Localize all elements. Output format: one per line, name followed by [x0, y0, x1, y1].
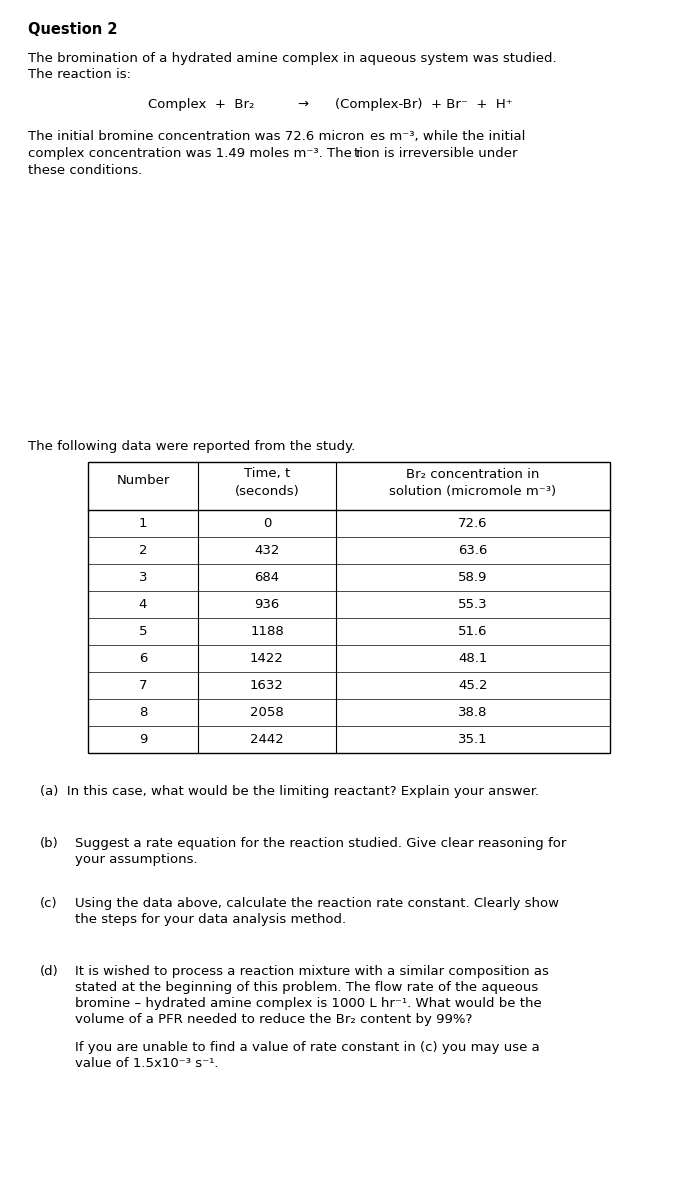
- Text: (a)  In this case, what would be the limiting reactant? Explain your answer.: (a) In this case, what would be the limi…: [40, 785, 539, 798]
- Text: →: →: [297, 98, 308, 110]
- Text: 72.6: 72.6: [458, 517, 488, 530]
- Text: 7: 7: [139, 679, 147, 692]
- Text: 55.3: 55.3: [458, 598, 488, 611]
- Text: 8: 8: [139, 706, 147, 719]
- Text: (c): (c): [40, 898, 58, 910]
- Text: 63.6: 63.6: [458, 544, 488, 557]
- Text: It is wished to process a reaction mixture with a similar composition as: It is wished to process a reaction mixtu…: [75, 965, 549, 978]
- Text: Question 2: Question 2: [28, 22, 118, 37]
- Text: complex concentration was 1.49 moles m⁻³. The r: complex concentration was 1.49 moles m⁻³…: [28, 146, 362, 160]
- Text: (Complex-Br)  + Br⁻  +  H⁺: (Complex-Br) + Br⁻ + H⁺: [335, 98, 512, 110]
- Text: 1632: 1632: [250, 679, 284, 692]
- Text: 432: 432: [254, 544, 279, 557]
- Text: 6: 6: [139, 652, 147, 665]
- Text: your assumptions.: your assumptions.: [75, 853, 198, 866]
- Text: 51.6: 51.6: [458, 625, 488, 638]
- Text: 58.9: 58.9: [458, 571, 488, 584]
- Text: 45.2: 45.2: [458, 679, 488, 692]
- Text: 2: 2: [139, 544, 147, 557]
- Text: tion is irreversible under: tion is irreversible under: [354, 146, 517, 160]
- Text: 4: 4: [139, 598, 147, 611]
- Text: 2058: 2058: [250, 706, 284, 719]
- Text: 48.1: 48.1: [458, 652, 488, 665]
- Text: The reaction is:: The reaction is:: [28, 68, 131, 80]
- Text: value of 1.5x10⁻³ s⁻¹.: value of 1.5x10⁻³ s⁻¹.: [75, 1057, 219, 1070]
- Text: the steps for your data analysis method.: the steps for your data analysis method.: [75, 913, 346, 926]
- Text: 0: 0: [263, 517, 271, 530]
- Text: 684: 684: [254, 571, 279, 584]
- Bar: [88, 462, 610, 754]
- Text: volume of a PFR needed to reduce the Br₂ content by 99%?: volume of a PFR needed to reduce the Br₂…: [75, 1013, 473, 1026]
- Text: Suggest a rate equation for the reaction studied. Give clear reasoning for: Suggest a rate equation for the reaction…: [75, 838, 566, 850]
- Text: 38.8: 38.8: [458, 706, 488, 719]
- Text: bromine – hydrated amine complex is 1000 L hr⁻¹. What would be the: bromine – hydrated amine complex is 1000…: [75, 997, 542, 1010]
- Text: (b): (b): [40, 838, 59, 850]
- Text: 1: 1: [139, 517, 147, 530]
- Text: The bromination of a hydrated amine complex in aqueous system was studied.: The bromination of a hydrated amine comp…: [28, 52, 557, 65]
- Text: Number: Number: [116, 474, 170, 486]
- Text: The following data were reported from the study.: The following data were reported from th…: [28, 440, 356, 452]
- Text: (d): (d): [40, 965, 59, 978]
- Text: 5: 5: [139, 625, 147, 638]
- Text: The initial bromine concentration was 72.6 micron: The initial bromine concentration was 72…: [28, 130, 364, 143]
- Text: 936: 936: [254, 598, 279, 611]
- Text: these conditions.: these conditions.: [28, 164, 142, 176]
- Text: (seconds): (seconds): [235, 486, 299, 498]
- Text: stated at the beginning of this problem. The flow rate of the aqueous: stated at the beginning of this problem.…: [75, 982, 538, 994]
- Text: Time, t: Time, t: [244, 468, 290, 480]
- Text: If you are unable to find a value of rate constant in (c) you may use a: If you are unable to find a value of rat…: [75, 1040, 540, 1054]
- Text: es m⁻³, while the initial: es m⁻³, while the initial: [370, 130, 525, 143]
- Text: 3: 3: [139, 571, 147, 584]
- Text: 2442: 2442: [250, 733, 284, 746]
- Text: Using the data above, calculate the reaction rate constant. Clearly show: Using the data above, calculate the reac…: [75, 898, 559, 910]
- Text: Complex  +  Br₂: Complex + Br₂: [148, 98, 254, 110]
- Text: Br₂ concentration in: Br₂ concentration in: [406, 468, 540, 480]
- Text: 1422: 1422: [250, 652, 284, 665]
- Text: solution (micromole m⁻³): solution (micromole m⁻³): [390, 486, 556, 498]
- Text: 35.1: 35.1: [458, 733, 488, 746]
- Text: 1188: 1188: [250, 625, 284, 638]
- Text: 9: 9: [139, 733, 147, 746]
